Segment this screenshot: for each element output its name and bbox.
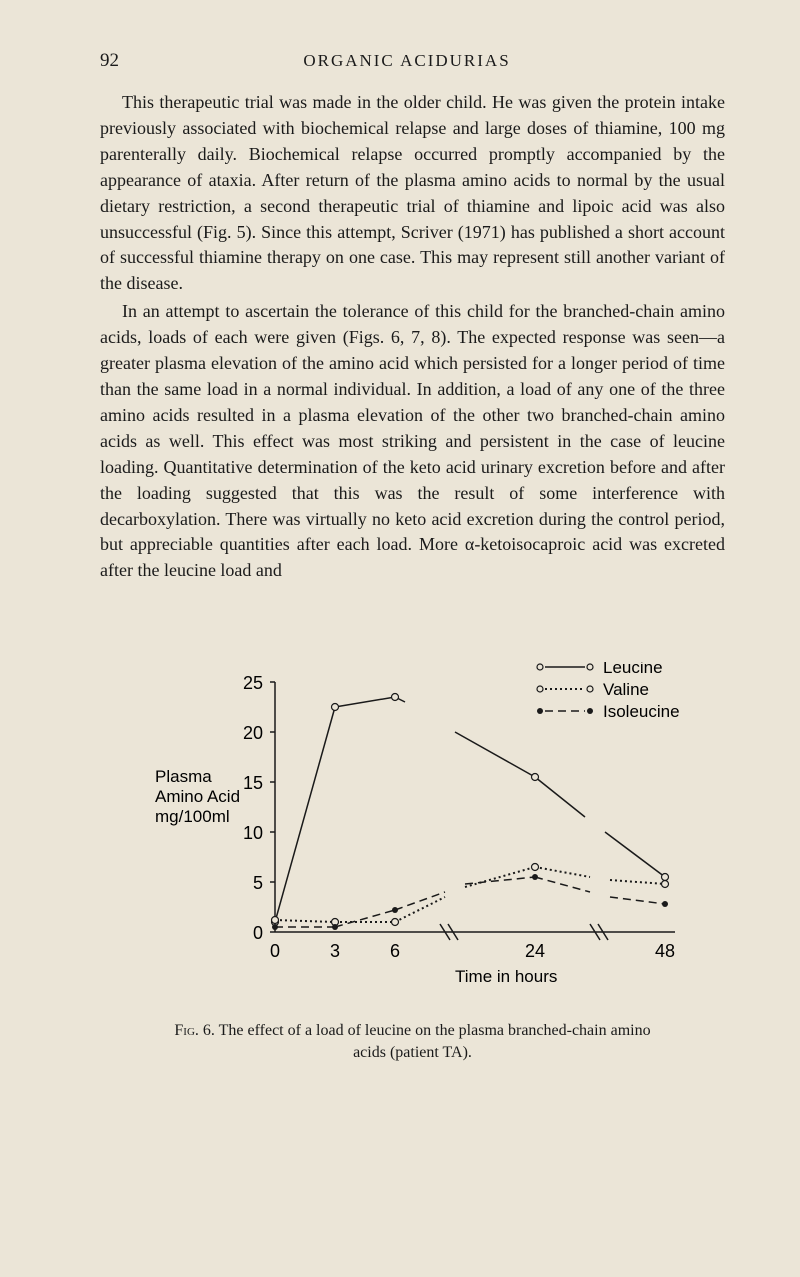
x-tick-24: 24 — [525, 941, 545, 961]
page-header: 92 ORGANIC ACIDURIAS — [100, 50, 725, 72]
y-tick-0: 0 — [253, 923, 263, 943]
line-chart: 0 5 10 15 20 25 Plasma Amino Acid mg/100… — [100, 662, 725, 992]
legend-leucine: Leucine — [603, 662, 663, 677]
y-tick-10: 10 — [243, 823, 263, 843]
y-axis-ticks: 0 5 10 15 20 25 — [243, 673, 275, 943]
paragraph-2: In an attempt to ascertain the tolerance… — [100, 299, 725, 584]
y-tick-5: 5 — [253, 873, 263, 893]
legend-valine: Valine — [603, 680, 649, 699]
x-tick-0: 0 — [270, 941, 280, 961]
series-valine — [272, 864, 669, 926]
header-title: ORGANIC ACIDURIAS — [119, 51, 725, 71]
y-tick-15: 15 — [243, 773, 263, 793]
y-tick-25: 25 — [243, 673, 263, 693]
legend: Leucine Valine Isoleucine — [537, 662, 680, 721]
y-axis-label-2: Amino Acid — [155, 787, 240, 806]
page-number: 92 — [100, 50, 119, 72]
x-tick-6: 6 — [390, 941, 400, 961]
figure-caption: Fig. 6. The effect of a load of leucine … — [100, 1020, 725, 1063]
y-axis-label-3: mg/100ml — [155, 807, 230, 826]
legend-isoleucine: Isoleucine — [603, 702, 680, 721]
y-tick-20: 20 — [243, 723, 263, 743]
x-tick-3: 3 — [330, 941, 340, 961]
x-axis-label: Time in hours — [455, 967, 557, 986]
series-leucine — [272, 694, 669, 926]
x-tick-48: 48 — [655, 941, 675, 961]
paragraph-1: This therapeutic trial was made in the o… — [100, 90, 725, 297]
y-axis-label-1: Plasma — [155, 767, 212, 786]
x-axis-ticks: 0 3 6 24 48 — [270, 941, 675, 961]
